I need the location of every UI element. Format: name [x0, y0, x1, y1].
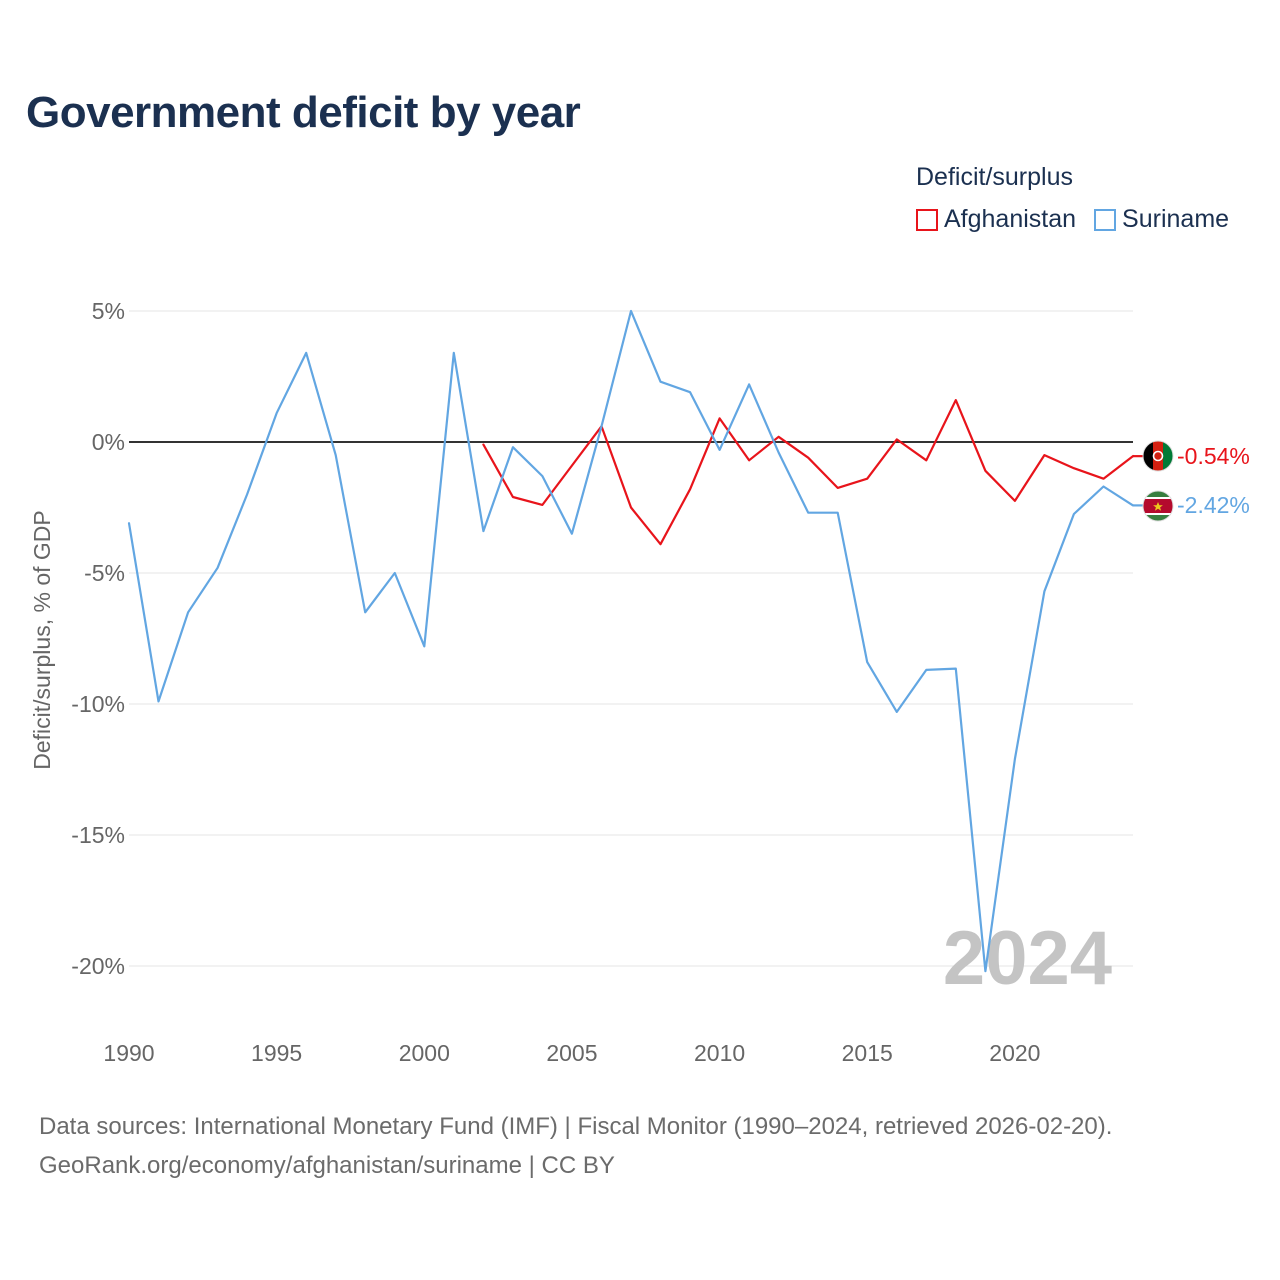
chart-title: Government deficit by year — [26, 88, 581, 137]
end-label-suriname: -2.42% — [1177, 492, 1250, 518]
end-label-afghanistan: -0.54% — [1177, 443, 1250, 469]
footer-attribution[interactable]: GeoRank.org/economy/afghanistan/suriname… — [39, 1152, 615, 1179]
footer: Data sources: International Monetary Fun… — [39, 1107, 1112, 1185]
legend: Afghanistan Suriname — [916, 205, 1229, 234]
axes: 5% 0% -5% -10% -15% -20% 1990 1995 2000 2005 2010 2… — [71, 298, 1040, 1066]
x-tick-label: 1995 — [251, 1040, 302, 1066]
legend-label-suriname: Suriname — [1122, 205, 1230, 233]
y-tick-label: 0% — [92, 429, 125, 455]
y-tick-label: -5% — [84, 560, 125, 586]
suriname-flag-icon — [1142, 490, 1174, 522]
watermark-year: 2024 — [943, 916, 1112, 1001]
series-line-afghanistan[interactable] — [482, 399, 1135, 546]
x-tick-label: 2000 — [399, 1040, 450, 1066]
y-tick-label: 5% — [92, 298, 125, 324]
y-tick-label: -20% — [71, 953, 125, 979]
legend-item-suriname[interactable]: Suriname — [1094, 205, 1229, 234]
grid — [129, 310, 1133, 967]
y-axis-label: Deficit/surplus, % of GDP — [29, 510, 55, 769]
legend-title: Deficit/surplus — [916, 163, 1073, 191]
afghanistan-flag-icon — [1142, 440, 1174, 472]
x-tick-label: 2020 — [989, 1040, 1040, 1066]
x-tick-label: 2015 — [842, 1040, 893, 1066]
legend-swatch-suriname — [1094, 208, 1117, 231]
legend-item-afghanistan[interactable]: Afghanistan — [916, 205, 1076, 234]
y-tick-label: -15% — [71, 822, 125, 848]
series — [127, 309, 1143, 973]
y-tick-label: -10% — [71, 691, 125, 717]
x-tick-label: 2010 — [694, 1040, 745, 1066]
footer-sources: Data sources: International Monetary Fun… — [39, 1113, 1113, 1140]
line-chart: 5% 0% -5% -10% -15% -20% 1990 1995 2000 2005 2010 2… — [29, 298, 1250, 1066]
x-tick-label: 2005 — [546, 1040, 597, 1066]
legend-swatch-afghanistan — [916, 208, 938, 231]
series-line-suriname[interactable] — [127, 309, 1135, 973]
legend-label-afghanistan: Afghanistan — [944, 205, 1077, 233]
x-tick-label: 1990 — [103, 1040, 154, 1066]
